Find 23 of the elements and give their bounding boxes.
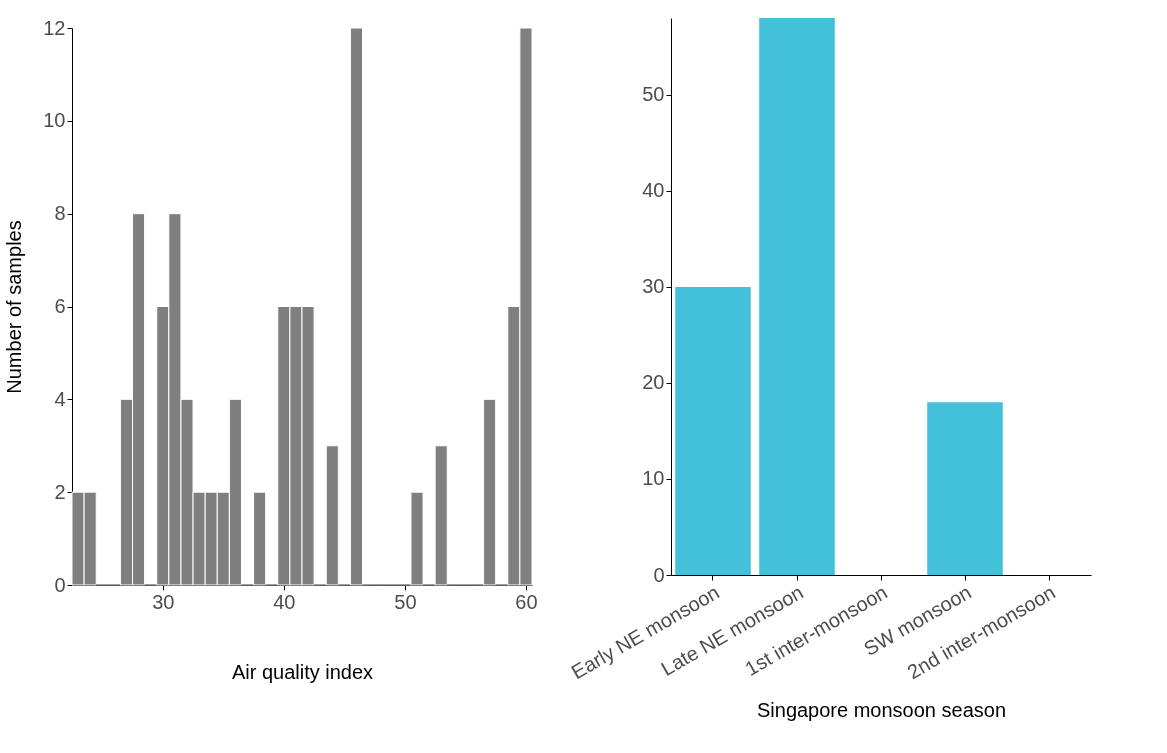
y-tick-label: 2 [54, 480, 66, 503]
x-tick-label: 40 [273, 590, 296, 613]
y-tick-label: 4 [54, 387, 66, 410]
bar [759, 18, 835, 575]
y-tick-label: 10 [43, 109, 66, 132]
y-tick-label: 20 [642, 371, 665, 394]
x-tick-label: 30 [152, 590, 175, 613]
x-tick-label: 50 [394, 590, 417, 613]
y-tick-label: 10 [642, 467, 665, 490]
bar [675, 286, 751, 575]
y-tick-label: 50 [642, 83, 665, 106]
y-axis-title: Number of samples [3, 220, 26, 394]
y-tick-label: 0 [653, 563, 665, 586]
x-axis-title: Air quality index [231, 660, 374, 683]
x-axis-title: Singapore monsoon season [756, 699, 1007, 722]
x-tick-label: 60 [515, 590, 538, 613]
y-tick-label: 8 [54, 202, 66, 225]
y-tick-label: 6 [54, 295, 66, 317]
y-tick-label: 0 [54, 573, 66, 596]
y-tick-label: 12 [43, 16, 66, 39]
y-tick-label: 30 [642, 275, 665, 298]
bar [927, 402, 1003, 575]
y-tick-label: 40 [642, 179, 665, 202]
